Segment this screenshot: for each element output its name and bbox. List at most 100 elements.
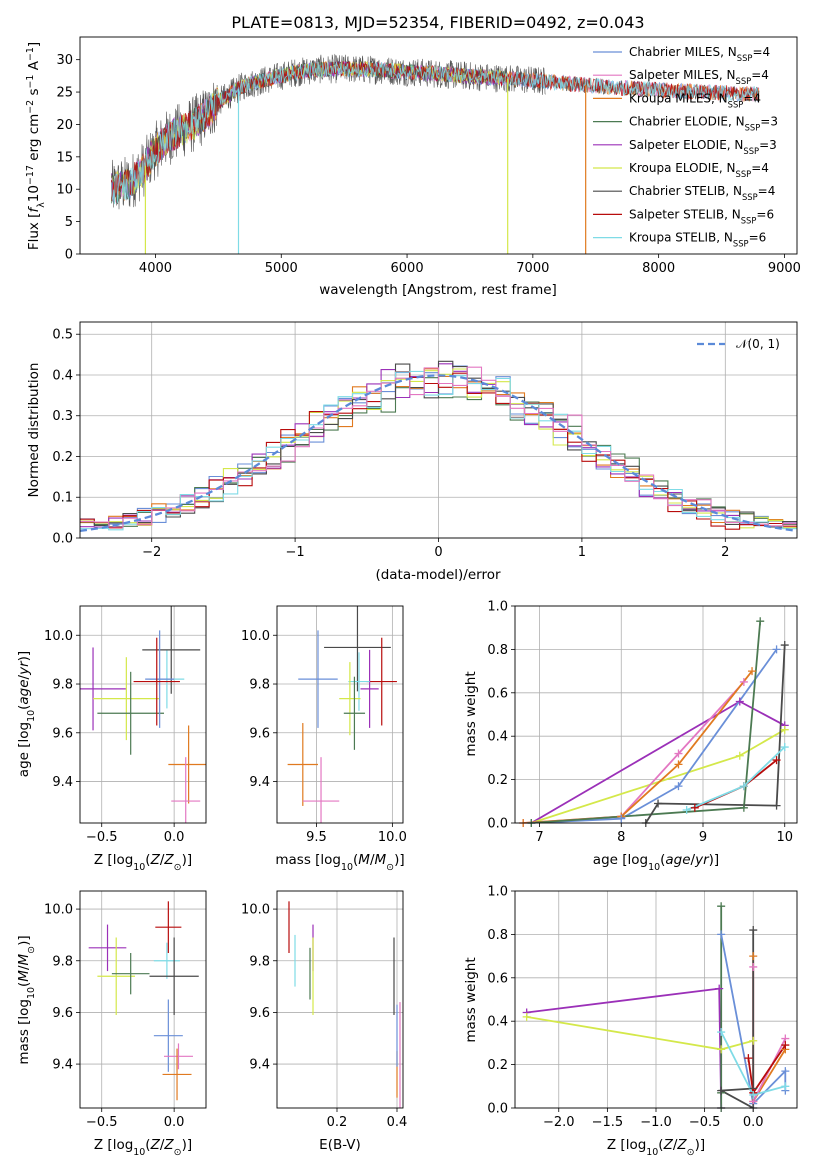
weight-marker bbox=[674, 749, 683, 758]
label-part: )] bbox=[695, 1137, 706, 1153]
label-part: =4 bbox=[751, 161, 769, 175]
label-part: age bbox=[665, 852, 690, 868]
y-axis-label: Flux [fλ10−17 erg cm−2 s−1 A−1] bbox=[25, 42, 47, 250]
y-tick-label: 25 bbox=[56, 86, 73, 101]
label-part: ( bbox=[16, 982, 32, 987]
axes-frame bbox=[79, 890, 207, 1109]
x-axis-label: Z [log10(Z/Z⊙)] bbox=[607, 1137, 705, 1158]
legend-label: Kroupa ELODIE, NSSP=4 bbox=[629, 161, 769, 179]
y-tick-label: 9.8 bbox=[52, 678, 73, 693]
histogram-step-line bbox=[80, 371, 797, 530]
y-tick-label: 1.0 bbox=[487, 885, 508, 900]
y-tick-label: 9.4 bbox=[52, 1058, 73, 1073]
model-spectrum-line bbox=[111, 61, 760, 205]
weight-marker bbox=[749, 952, 758, 961]
y-tick-label: 0.6 bbox=[487, 686, 508, 701]
label-part: age [log bbox=[593, 852, 648, 868]
gridlines bbox=[515, 605, 797, 824]
weight-marker bbox=[617, 814, 626, 823]
label-part: ⊙ bbox=[386, 862, 394, 873]
label-part: Salpeter ELODIE, N bbox=[629, 138, 743, 152]
legend: 𝒩(0, 1) bbox=[697, 337, 780, 351]
weight-series-line bbox=[531, 648, 778, 823]
y-tick-label: 10.0 bbox=[44, 903, 73, 918]
x-tick-label: 5000 bbox=[265, 261, 298, 276]
panel-mass_vs_ebv: 0.2 0.4 9.4 9.6 9.8 10.0 E(B-V) bbox=[241, 890, 407, 1153]
legend-label: Salpeter ELODIE, NSSP=3 bbox=[629, 138, 777, 156]
label-part: Z bbox=[663, 1137, 674, 1153]
model-spectrum-line bbox=[111, 60, 760, 202]
x-tick-label: −1.0 bbox=[640, 1115, 672, 1130]
label-part: Z bbox=[163, 1137, 174, 1153]
label-part: SSP bbox=[736, 76, 752, 86]
gridlines bbox=[80, 606, 206, 823]
x-axis-label: E(B-V) bbox=[319, 1137, 361, 1153]
legend-label: Chabrier STELIB, NSSP=4 bbox=[629, 184, 775, 202]
panel-weight_vs_Z: −2.0 −1.5 −1.0 −0.5 0.0 0.0 0.2 0.4 0.6 0.8 1.0 Z [… bbox=[463, 885, 798, 1158]
label-part: SSP bbox=[737, 53, 753, 63]
x-tick-label: 0.0 bbox=[743, 1115, 764, 1130]
label-part: M bbox=[16, 953, 32, 965]
x-axis-label: Z [log10(Z/Z⊙)] bbox=[94, 852, 192, 873]
y-tick-label: 30 bbox=[56, 53, 73, 68]
label-part: 𝒩 bbox=[736, 337, 750, 351]
weight-marker bbox=[690, 803, 699, 812]
weight-marker bbox=[717, 902, 726, 911]
label-part: )] bbox=[182, 852, 193, 868]
legend-label: Kroupa MILES, NSSP=4 bbox=[629, 91, 761, 109]
y-tick-label: 9.4 bbox=[52, 775, 73, 790]
y-axis-label: mass weight bbox=[463, 957, 479, 1042]
plot-area bbox=[80, 360, 797, 533]
weight-marker bbox=[780, 641, 789, 650]
weight-marker bbox=[748, 667, 757, 676]
label-part: )] bbox=[394, 852, 405, 868]
label-part: −1 bbox=[25, 47, 36, 61]
label-part: ( bbox=[353, 852, 358, 868]
label-part: Chabrier ELODIE, N bbox=[629, 115, 745, 129]
label-part: erg cm bbox=[26, 114, 42, 165]
label-part: )] bbox=[182, 1137, 193, 1153]
label-part: Chabrier STELIB, N bbox=[629, 184, 742, 198]
y-tick-label: 0.4 bbox=[52, 368, 73, 383]
x-tick-label: 0 bbox=[434, 545, 442, 560]
y-tick-label: 9.6 bbox=[52, 1006, 73, 1021]
x-tick-label: 8000 bbox=[642, 261, 675, 276]
x-axis-label: mass [log10(M/M⊙)] bbox=[275, 852, 404, 873]
label-part: Salpeter MILES, N bbox=[629, 68, 736, 82]
label-part: M bbox=[358, 852, 370, 868]
label-part: ( bbox=[145, 852, 150, 868]
x-tick-label: 0.0 bbox=[164, 1115, 185, 1130]
label-part: M bbox=[375, 852, 387, 868]
label-part: f bbox=[26, 206, 42, 213]
label-part: ( bbox=[145, 1137, 150, 1153]
label-part: ( bbox=[16, 705, 32, 710]
label-part: Z [log bbox=[607, 1137, 646, 1153]
y-tick-label: 0.4 bbox=[487, 1015, 508, 1030]
label-part: Z bbox=[163, 852, 174, 868]
weight-marker bbox=[739, 677, 748, 686]
weight-series-line bbox=[752, 967, 787, 1102]
plot-area bbox=[526, 906, 787, 1108]
y-axis-label: Normed distribution bbox=[26, 363, 42, 498]
x-tick-label: 8 bbox=[617, 830, 625, 845]
y-axis-label: mass weight bbox=[463, 671, 479, 756]
label-part: ( bbox=[660, 852, 665, 868]
gridlines bbox=[277, 606, 403, 823]
y-tick-label: 9.6 bbox=[249, 1006, 270, 1021]
label-part: M bbox=[16, 970, 32, 982]
weight-marker bbox=[781, 1041, 790, 1050]
x-axis-label: wavelength [Angstrom, rest frame] bbox=[319, 282, 557, 298]
x-tick-label: 10.0 bbox=[378, 830, 407, 845]
plot-area bbox=[80, 606, 206, 823]
label-part: 10 bbox=[648, 862, 660, 873]
plot-area bbox=[288, 901, 401, 1108]
label-part: / bbox=[370, 852, 375, 868]
label-part: ] bbox=[26, 42, 42, 47]
label-part: ⊙ bbox=[174, 1147, 182, 1158]
x-tick-label: −0.5 bbox=[86, 830, 118, 845]
y-tick-label: 0.2 bbox=[487, 1058, 508, 1073]
label-part: / bbox=[16, 674, 32, 679]
y-tick-label: 0.2 bbox=[487, 773, 508, 788]
gridlines bbox=[80, 891, 206, 1108]
